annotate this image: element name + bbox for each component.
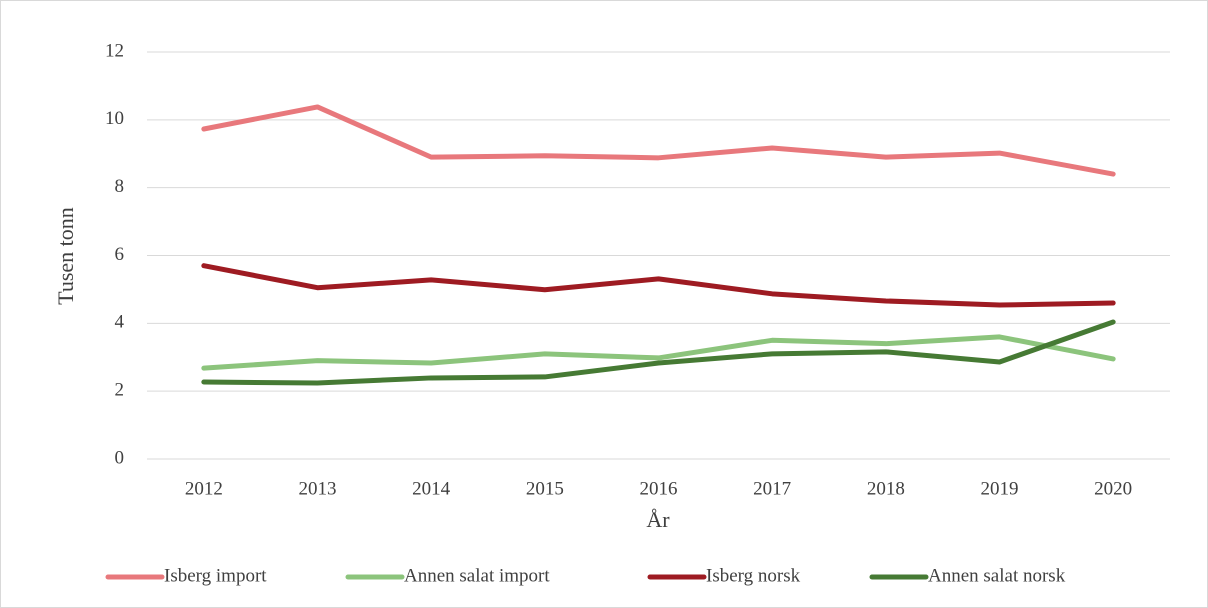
- x-tick-label: 2019: [981, 478, 1019, 499]
- y-tick-label: 10: [105, 108, 124, 129]
- x-tick-label: 2017: [753, 478, 791, 499]
- x-tick-label: 2015: [526, 478, 564, 499]
- x-axis-title: År: [646, 507, 670, 532]
- y-tick-label: 12: [105, 40, 124, 61]
- series-line: [201, 319, 1116, 386]
- y-tick-label: 0: [115, 447, 125, 468]
- y-tick-label: 2: [115, 380, 125, 401]
- series-line: [201, 104, 1116, 177]
- legend-label: Annen salat import: [404, 565, 550, 586]
- series-line: [201, 263, 1116, 308]
- x-tick-label: 2012: [185, 478, 223, 499]
- x-tick-label: 2018: [867, 478, 905, 499]
- series-line: [201, 334, 1116, 371]
- x-tick-label: 2013: [299, 478, 337, 499]
- legend-label: Isberg import: [164, 565, 267, 586]
- x-tick-label: 2016: [640, 478, 678, 499]
- y-tick-label: 4: [115, 312, 125, 333]
- y-tick-label: 8: [115, 176, 125, 197]
- x-tick-label: 2014: [412, 478, 451, 499]
- legend-label: Isberg norsk: [706, 565, 801, 586]
- y-tick-label: 6: [115, 244, 125, 265]
- y-axis-title: Tusen tonn: [53, 207, 78, 305]
- legend-label: Annen salat norsk: [928, 565, 1066, 586]
- x-tick-label: 2020: [1094, 478, 1132, 499]
